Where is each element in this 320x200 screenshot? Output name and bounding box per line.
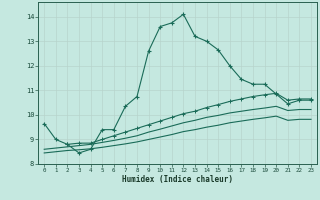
X-axis label: Humidex (Indice chaleur): Humidex (Indice chaleur) xyxy=(122,175,233,184)
